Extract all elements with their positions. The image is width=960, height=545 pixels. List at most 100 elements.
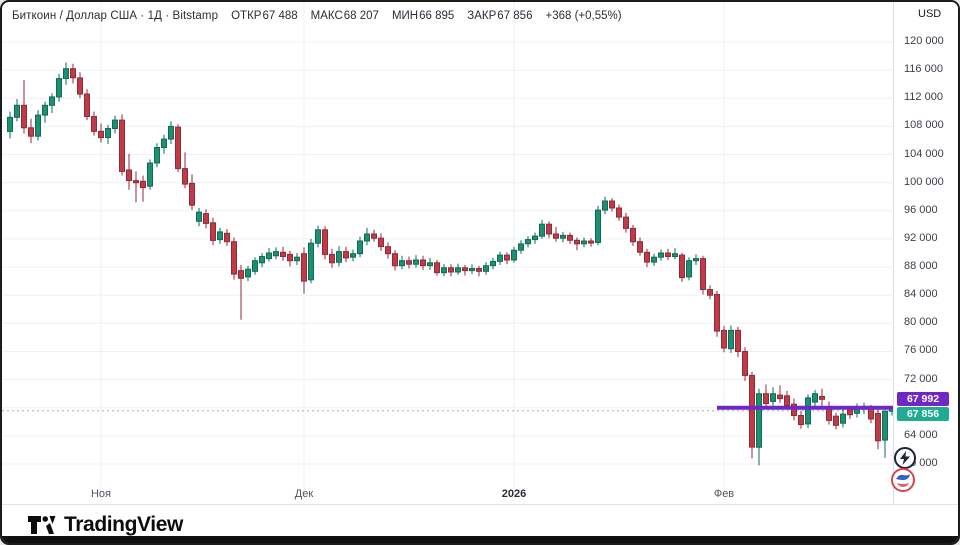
candle-body: [224, 232, 230, 243]
candle-body: [770, 393, 776, 402]
candle-body: [294, 256, 300, 262]
candle-body: [49, 96, 55, 106]
candle-body: [105, 128, 111, 139]
tradingview-logo[interactable]: TradingView: [27, 513, 183, 537]
candle-body: [595, 209, 601, 244]
time-tick-label: Ноя: [90, 488, 112, 500]
candle-body: [168, 125, 174, 140]
candle-body: [77, 77, 83, 95]
low-value: МИН 66 895: [391, 10, 455, 22]
candle-body: [875, 412, 881, 442]
candle-body: [161, 138, 167, 149]
candlestick-chart[interactable]: [2, 2, 893, 504]
candle-body: [301, 253, 307, 282]
candle-body: [343, 251, 349, 259]
candle-body: [623, 216, 629, 229]
candle-body: [581, 240, 587, 245]
candle-body: [434, 262, 440, 274]
candle-body: [714, 294, 720, 332]
candle-body: [560, 234, 566, 239]
candle-body: [266, 252, 272, 260]
candle-body: [644, 251, 650, 263]
tradingview-logo-text: TradingView: [64, 513, 183, 536]
candle-body: [420, 259, 426, 267]
candle-body: [210, 222, 216, 241]
candle-body: [455, 267, 461, 273]
time-axis-pane[interactable]: Ноя Дек 2026 Фев: [2, 482, 893, 504]
candle-body: [14, 104, 20, 118]
candle-body: [252, 260, 258, 272]
candle-body: [7, 116, 13, 132]
candle-body: [91, 116, 97, 132]
community-badge-icon[interactable]: [890, 467, 915, 492]
candle-body: [203, 213, 209, 224]
candle-body: [679, 254, 685, 279]
candle-body: [371, 233, 377, 239]
candle-body: [364, 233, 370, 242]
price-tick-label: 120 000: [904, 35, 944, 47]
candle-body: [406, 260, 412, 265]
candle-body: [378, 237, 384, 248]
candle-body: [119, 119, 125, 172]
candle-body: [658, 252, 664, 258]
candle-body: [84, 93, 90, 117]
candle-body: [602, 200, 608, 211]
price-tick-label: 76 000: [904, 344, 938, 357]
candle-body: [812, 393, 818, 403]
candle-body: [287, 253, 293, 262]
price-tick-label: 92 000: [904, 231, 938, 244]
candle-body: [441, 267, 447, 274]
high-value: МАКС 68 207: [310, 10, 379, 22]
candle-body: [399, 260, 405, 267]
candle-body: [469, 268, 475, 272]
candle-body: [63, 68, 69, 79]
candle-body: [784, 395, 790, 407]
candle-body: [308, 242, 314, 281]
candle-body: [413, 259, 419, 265]
candle-body: [574, 239, 580, 245]
candle-body: [609, 200, 615, 209]
candle-body: [98, 130, 104, 139]
candle-body: [476, 268, 482, 272]
candle-body: [539, 223, 545, 237]
candle-body: [665, 252, 671, 257]
candle-body: [497, 254, 503, 262]
candle-body: [518, 243, 524, 251]
candle-body: [322, 229, 328, 255]
footer-bar: TradingView: [2, 505, 958, 536]
candle-body: [742, 351, 748, 376]
candle-body: [70, 68, 76, 79]
candle-body: [693, 258, 699, 262]
candle-body: [448, 267, 454, 273]
candle-body: [189, 182, 195, 206]
candle-body: [504, 254, 510, 261]
price-axis-pane[interactable]: USD 67 992 67 856 120 000 116 000 112 000 1…: [893, 2, 958, 504]
symbol-title: Биткоин / Доллар США · 1Д · Bitstamp: [12, 10, 219, 22]
candle-body: [756, 393, 762, 448]
change-value: +368 (+0,55%): [545, 10, 622, 22]
candle-body: [616, 207, 622, 218]
price-tick-label: 104 000: [904, 147, 944, 160]
candle-body: [630, 227, 636, 243]
price-tick-label: 116 000: [904, 63, 943, 76]
tradingview-logo-icon: [28, 516, 56, 534]
candle-body: [805, 397, 811, 425]
candle-body: [280, 251, 286, 258]
candle-body: [728, 329, 734, 350]
candle-body: [196, 211, 202, 222]
candle-body: [840, 413, 846, 424]
candle-body: [427, 262, 433, 267]
chart-pane[interactable]: [2, 2, 893, 504]
candle-body: [637, 241, 643, 253]
candle-body: [777, 394, 783, 400]
price-tick-label: 112 000: [904, 91, 943, 104]
time-tick-label: Дек: [294, 488, 314, 500]
candle-body: [798, 415, 804, 426]
time-tick-label: Фев: [713, 488, 735, 500]
candle-body: [511, 249, 517, 261]
candle-body: [483, 265, 489, 272]
price-tag-last-price: 67 856: [897, 407, 949, 421]
candle-body: [357, 240, 363, 255]
candle-body: [35, 114, 41, 137]
lightning-icon[interactable]: [893, 446, 917, 470]
